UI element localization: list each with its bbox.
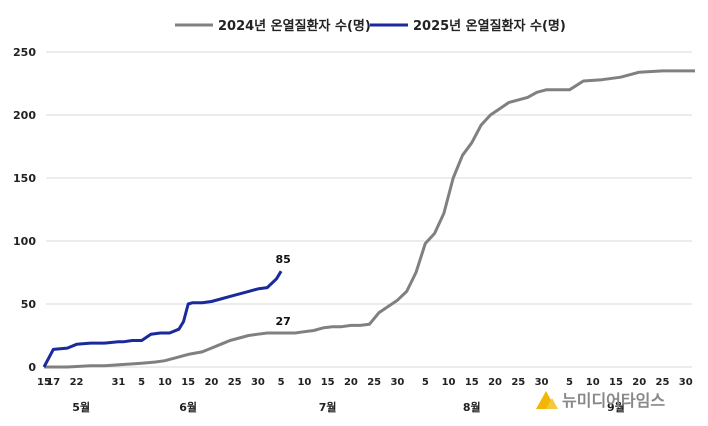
month-label: 9월 [607,400,625,414]
month-label: 7월 [319,400,337,414]
data-labels: 85 27 [275,253,290,328]
x-tick-label: 17 [46,377,60,388]
x-tick-label: 15 [609,377,623,388]
y-tick-label: 250 [13,46,36,59]
x-tick-label: 5 [278,377,285,388]
x-tick-label: 30 [251,377,265,388]
data-label-2025: 85 [275,253,290,266]
x-tick-label: 15 [181,377,195,388]
x-tick-label: 31 [111,377,125,388]
x-tick-label: 10 [297,377,311,388]
series-line-2024 [44,69,695,369]
series-line-2025 [42,270,283,368]
x-tick-label: 20 [204,377,218,388]
x-tick-label: 25 [655,377,669,388]
month-label: 6월 [179,400,197,414]
legend-label-2025: 2025년 온열질환자 수(명) [413,18,566,34]
x-tick-label: 10 [442,377,456,388]
x-tick-label: 30 [390,377,404,388]
x-tick-label: 22 [70,377,84,388]
x-tick-label: 20 [488,377,502,388]
month-labels: 5월 6월 7월 8월 9월 [72,400,625,414]
x-tick-label: 25 [228,377,242,388]
legend: 2024년 온열질환자 수(명) 2025년 온열질환자 수(명) [175,18,566,34]
y-tick-label: 100 [13,235,36,248]
x-tick-label: 15 [465,377,479,388]
y-axis: 0 50 100 150 200 250 [13,46,36,374]
series-lines [42,69,695,369]
y-tick-label: 150 [13,172,36,185]
data-label-2024: 27 [275,315,290,328]
x-tick-label: 15 [37,377,51,388]
x-tick-label: 25 [511,377,525,388]
x-tick-label: 25 [367,377,381,388]
month-label: 5월 [72,400,90,414]
watermark: 뉴미디어타임스 [536,391,665,410]
x-tick-label: 30 [535,377,549,388]
gridlines [46,51,692,368]
x-tick-label: 20 [632,377,646,388]
x-tick-label: 10 [586,377,600,388]
x-tick-label: 5 [138,377,145,388]
y-tick-label: 50 [21,298,37,311]
x-tick-label: 30 [679,377,693,388]
x-tick-label: 20 [344,377,358,388]
x-tick-label: 5 [566,377,573,388]
month-label: 8월 [463,400,481,414]
x-tick-label: 5 [422,377,429,388]
watermark-text: 뉴미디어타임스 [562,391,665,410]
y-tick-label: 200 [13,109,36,122]
x-tick-label: 10 [158,377,172,388]
x-tick-label: 15 [321,377,335,388]
watermark-logo-icon [536,391,558,409]
legend-label-2024: 2024년 온열질환자 수(명) [218,18,371,34]
y-tick-label: 0 [28,361,36,374]
